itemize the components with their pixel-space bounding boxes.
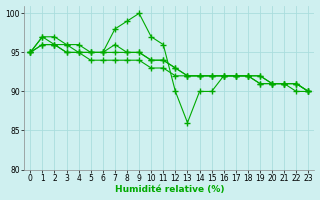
X-axis label: Humidité relative (%): Humidité relative (%) bbox=[115, 185, 224, 194]
